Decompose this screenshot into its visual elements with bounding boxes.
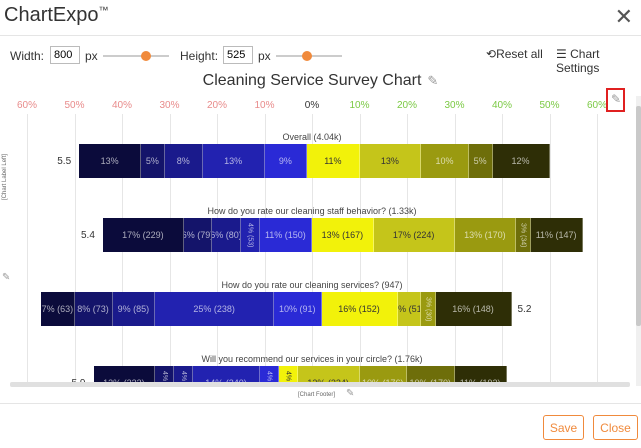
sliders-icon: ☰ [556,47,567,61]
app-brand: ChartExpo™ [4,4,109,27]
width-label: Width: [10,49,45,63]
axis-tick-label: 30% [444,100,465,111]
bar-segment[interactable]: 11% (150) [259,218,312,252]
axis-tick-label: 20% [396,100,418,111]
bar-segment[interactable]: 10% (91) [274,292,322,326]
bar-segment[interactable]: 12% [492,144,550,178]
bar-segment[interactable]: 9% (85) [112,292,156,326]
bar-segment[interactable]: 3% (34) [516,218,531,252]
bar-segment[interactable]: 16% (152) [321,292,398,326]
axis-edit-button[interactable]: ✎ [606,88,625,112]
bar-segment[interactable]: 5% [468,144,493,178]
bar-segment[interactable]: 4% (74) [278,366,298,386]
height-label: Height: [180,49,219,63]
gridline [27,114,28,386]
pencil-icon: ✎ [611,92,622,106]
bar-segment[interactable]: 13% [359,144,422,178]
row-mean-value: 5.2 [517,304,532,315]
width-slider-knob[interactable] [141,51,151,61]
reset-icon: ⟲ [486,47,497,61]
width-unit: px [85,49,98,63]
question-label: How do you rate our cleaning services? (… [221,280,403,290]
axis-tick-label: 20% [206,100,228,111]
question-label: How do you rate our cleaning staff behav… [207,206,417,216]
chart-settings-label: Chart Settings [556,47,600,75]
bar-segment[interactable]: 13% (167) [312,218,374,252]
axis-tick-label: 0% [304,100,320,111]
close-icon[interactable]: ✕ [614,4,633,29]
axis-tick-label: 40% [111,100,133,111]
close-button[interactable]: Close [593,415,638,440]
chart-footer[interactable]: [Chart Footer] [298,392,336,398]
size-toolbar: Width: px Height: px ⟲Reset all ☰ Chart … [0,44,641,75]
pencil-icon[interactable]: ✎ [2,272,11,283]
trademark: ™ [98,5,109,17]
bar-segment[interactable]: 4% (74) [259,366,279,386]
chart-title: Cleaning Service Survey Chart ✎ [0,72,641,90]
bar-segment[interactable]: 13% [202,144,265,178]
bar-segment[interactable]: 8% (73) [74,292,113,326]
bar-segment[interactable]: 3% (30) [421,292,436,326]
dialog-footer: Save Close [0,403,641,448]
vertical-scrollbar[interactable] [636,96,641,386]
axis-tick-label: 10% [254,100,275,111]
bar-segment[interactable]: 13% [79,144,141,178]
pencil-icon[interactable]: ✎ [427,73,439,88]
width-slider[interactable] [103,51,169,61]
gridline [597,114,598,386]
axis-tick-label: 40% [491,100,513,111]
chart-settings-button[interactable]: ☰ Chart Settings [556,47,641,75]
horizontal-scrollbar[interactable] [10,382,630,387]
gridline [74,114,76,386]
vertical-scrollbar-thumb[interactable] [636,106,641,326]
bar-segment[interactable]: 16% (148) [435,292,512,326]
bar-segment[interactable]: 11% [307,144,360,178]
axis-tick-label: 60% [586,100,608,111]
axis-tick-label: 10% [349,100,370,111]
pencil-icon[interactable]: ✎ [346,388,355,399]
app-name: ChartExpo [4,4,99,26]
height-unit: px [258,49,271,63]
bar-segment[interactable]: 5% (51) [397,292,422,326]
height-slider[interactable] [276,51,342,61]
bar-segment[interactable]: 10% [421,144,469,178]
chart-label-left[interactable]: [Chart Label Left] [2,153,8,200]
row-mean-value: 5.4 [81,230,95,241]
bar-segment[interactable]: 8% [164,144,203,178]
dialog-header: ChartExpo™ ✕ [0,0,641,36]
question-label: Will you recommend our services in your … [201,354,423,364]
bar-segment[interactable]: 25% (238) [155,292,274,326]
bar-segment[interactable]: 4% (73) [174,366,194,386]
bar-segment[interactable]: 6% (80) [212,218,241,252]
axis-tick-label: 60% [16,100,38,111]
bar-segment[interactable]: 7% (63) [41,292,75,326]
chart-title-text: Cleaning Service Survey Chart [202,72,422,89]
bar-segment[interactable]: 17% (224) [373,218,455,252]
axis-tick-label: 30% [159,100,180,111]
bar-segment[interactable]: 9% [264,144,308,178]
save-button[interactable]: Save [543,415,584,440]
row-mean-value: 5.5 [57,156,72,167]
bar-segment[interactable]: 11% (147) [530,218,583,252]
bar-segment[interactable]: 4% (71) [155,366,175,386]
width-input[interactable] [50,46,80,64]
bar-segment[interactable]: 13% (170) [454,218,517,252]
bar-segment[interactable]: 6% (79) [183,218,213,252]
axis-tick-label: 50% [539,100,560,111]
bar-segment[interactable]: 4% (53) [240,218,260,252]
chart-area: 60% 50% 40% 30% 20% 10% 0% 10% 20% 30% 40% 50% 60% Ov… [0,96,641,386]
axis-tick-label: 50% [64,100,85,111]
bar-segment[interactable]: 5% [141,144,165,178]
reset-all-label: Reset all [496,47,543,61]
bar-segment[interactable]: 17% (229) [103,218,184,252]
height-slider-knob[interactable] [302,51,312,61]
height-input[interactable] [223,46,253,64]
question-label: Overall (4.04k) [282,132,342,142]
reset-all-button[interactable]: ⟲Reset all [486,47,543,61]
